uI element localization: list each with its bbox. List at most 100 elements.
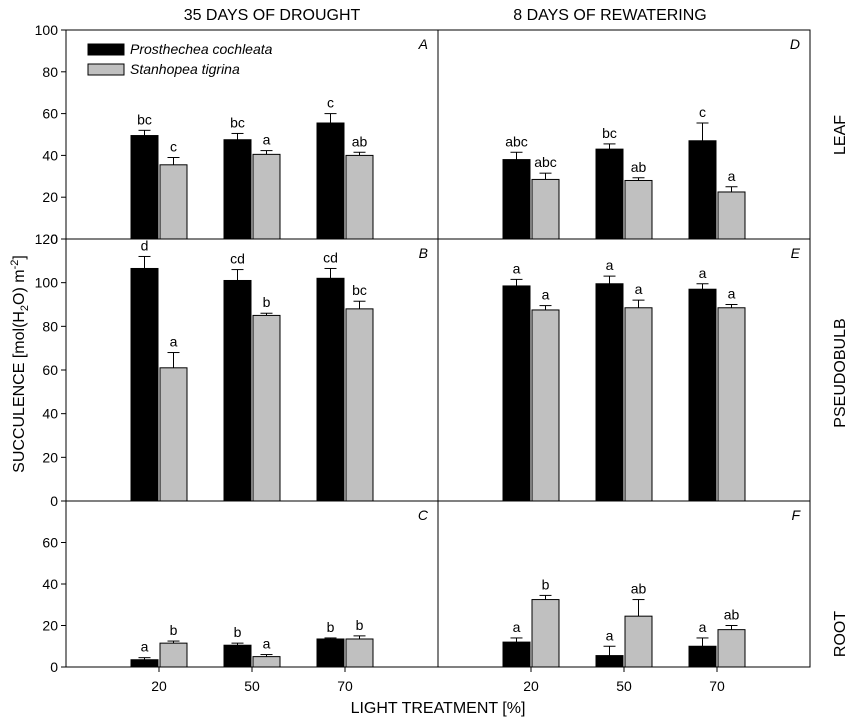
panel-b-bar-prosthechea-70 [316, 277, 345, 502]
panel-c-bar-prosthechea-20 [130, 659, 159, 668]
panel-f-sig-label: a [699, 619, 707, 635]
panel-c-bar-stanhopea-70 [345, 638, 374, 668]
panel-f-sig-label: b [542, 576, 550, 592]
panel-f-sig-label: ab [724, 607, 740, 623]
panel-a-ytick-label: 100 [35, 22, 59, 38]
panel-b-sig-label: d [141, 237, 149, 253]
panel-d-bar-prosthechea-20 [502, 159, 531, 240]
panel-c-ytick-label: 40 [42, 576, 58, 592]
panel-b-ytick-label: 120 [35, 231, 59, 247]
panel-b-sig-label: cd [230, 251, 245, 267]
panel-c-ytick-label: 20 [42, 618, 58, 634]
panel-b-sig-label: b [263, 294, 271, 310]
panel-c-ytick-label: 0 [50, 659, 58, 675]
panel-b-bar-prosthechea-20 [130, 267, 159, 502]
panel-f-sig-label: a [606, 627, 614, 643]
plot-area: 020406080100AbccbcacabDabcabcbcabca02040… [35, 22, 811, 694]
panel-f-sig-label: ab [631, 581, 647, 597]
panel-a-bar-stanhopea-50 [252, 153, 281, 240]
panel-d-bar-prosthechea-50 [595, 148, 624, 240]
panel-a-ytick-label: 40 [42, 147, 58, 163]
panel-f-bar-stanhopea-50 [624, 615, 653, 668]
panel-c-bar-prosthechea-50 [223, 644, 252, 668]
column-title-drought: 35 DAYS OF DROUGHT [184, 7, 361, 24]
panel-c-bar-stanhopea-20 [159, 642, 188, 668]
panel-a-sig-label: bc [230, 114, 245, 130]
panel-d-sig-label: a [728, 168, 736, 184]
panel-f-bar-prosthechea-50 [595, 655, 624, 668]
panel-f-bar-stanhopea-20 [531, 599, 560, 668]
panel-c-bar-prosthechea-70 [316, 638, 345, 668]
panel-e-letter: E [791, 245, 801, 261]
panel-a-ytick-label: 0 [50, 231, 58, 247]
panel-a-sig-label: ab [352, 133, 368, 149]
panel-e-bar-prosthechea-50 [595, 283, 624, 502]
column-title-rewatering: 8 DAYS OF REWATERING [513, 7, 707, 24]
panel-d-frame [437, 29, 811, 240]
panel-e-bar-stanhopea-20 [531, 309, 560, 502]
x-axis-title: LIGHT TREATMENT [%] [351, 700, 526, 717]
panel-a-sig-label: c [170, 138, 177, 154]
panel-b-letter: B [419, 245, 428, 261]
legend-swatch-prosthechea [87, 43, 125, 56]
panel-b-ytick-label: 40 [42, 406, 58, 422]
panel-c-frame [65, 500, 439, 668]
panel-e-sig-label: a [728, 286, 736, 302]
panel-e-sig-label: a [635, 281, 643, 297]
legend-label-prosthechea: Prosthechea cochleata [130, 41, 273, 57]
panel-f-frame [437, 500, 811, 668]
panel-a-bar-stanhopea-20 [159, 164, 188, 240]
panel-b-ytick-label: 0 [50, 493, 58, 509]
panel-e-sig-label: a [699, 265, 707, 281]
panel-b-bar-stanhopea-20 [159, 367, 188, 502]
row-label-pseudobulb: PSEUDOBULB [832, 318, 849, 427]
panel-a-frame [65, 29, 439, 240]
panel-d-letter: D [790, 36, 800, 52]
panel-a-ytick-label: 80 [42, 64, 58, 80]
panel-c-sig-label: b [327, 619, 335, 635]
panel-c-sig-label: a [263, 636, 271, 652]
legend: Prosthechea cochleata Stanhopea tigrina [87, 41, 273, 77]
panel-d-bar-stanhopea-50 [624, 179, 653, 240]
panel-b-bar-stanhopea-50 [252, 314, 281, 502]
panel-c-sig-label: b [356, 617, 364, 633]
panel-f-xtick-label: 70 [709, 678, 725, 694]
panel-e-bar-prosthechea-20 [502, 285, 531, 502]
panel-f-xtick-label: 20 [523, 678, 539, 694]
panel-e-sig-label: a [542, 287, 550, 303]
panel-d-sig-label: ab [631, 159, 647, 175]
panel-b-bar-stanhopea-70 [345, 308, 374, 502]
panel-a-bar-stanhopea-70 [345, 154, 374, 240]
panel-f-bar-prosthechea-70 [688, 645, 717, 668]
panel-f-letter: F [791, 507, 801, 523]
panel-b-sig-label: cd [323, 249, 338, 265]
panel-b-ytick-label: 20 [42, 449, 58, 465]
panel-e-frame [437, 238, 811, 502]
panel-d-sig-label: bc [602, 125, 617, 141]
panel-f-bar-prosthechea-20 [502, 641, 531, 668]
panel-e-bar-stanhopea-50 [624, 307, 653, 502]
panel-b-bar-prosthechea-50 [223, 279, 252, 502]
panel-c-xtick-label: 20 [151, 678, 167, 694]
panel-d-bar-prosthechea-70 [688, 140, 717, 240]
panel-d-sig-label: abc [505, 133, 528, 149]
panel-b-ytick-label: 80 [42, 318, 58, 334]
panel-e-sig-label: a [606, 257, 614, 273]
panel-c-xtick-label: 70 [337, 678, 353, 694]
panel-d-bar-stanhopea-70 [717, 191, 746, 240]
row-label-leaf: LEAF [832, 115, 849, 155]
panel-a-letter: A [418, 36, 428, 52]
panel-a-sig-label: a [263, 132, 271, 148]
panel-a-bar-prosthechea-70 [316, 122, 345, 240]
panel-a-bar-prosthechea-20 [130, 135, 159, 240]
legend-label-stanhopea: Stanhopea tigrina [130, 61, 240, 77]
panel-c-ytick-label: 60 [42, 535, 58, 551]
panel-b-ytick-label: 100 [35, 275, 59, 291]
panel-c-sig-label: a [141, 639, 149, 655]
panel-a-ytick-label: 60 [42, 106, 58, 122]
panel-a-sig-label: c [327, 95, 334, 111]
panel-c-sig-label: b [234, 624, 242, 640]
panel-d-sig-label: abc [534, 154, 557, 170]
panel-b-frame [65, 238, 439, 502]
panel-e-bar-stanhopea-70 [717, 307, 746, 502]
